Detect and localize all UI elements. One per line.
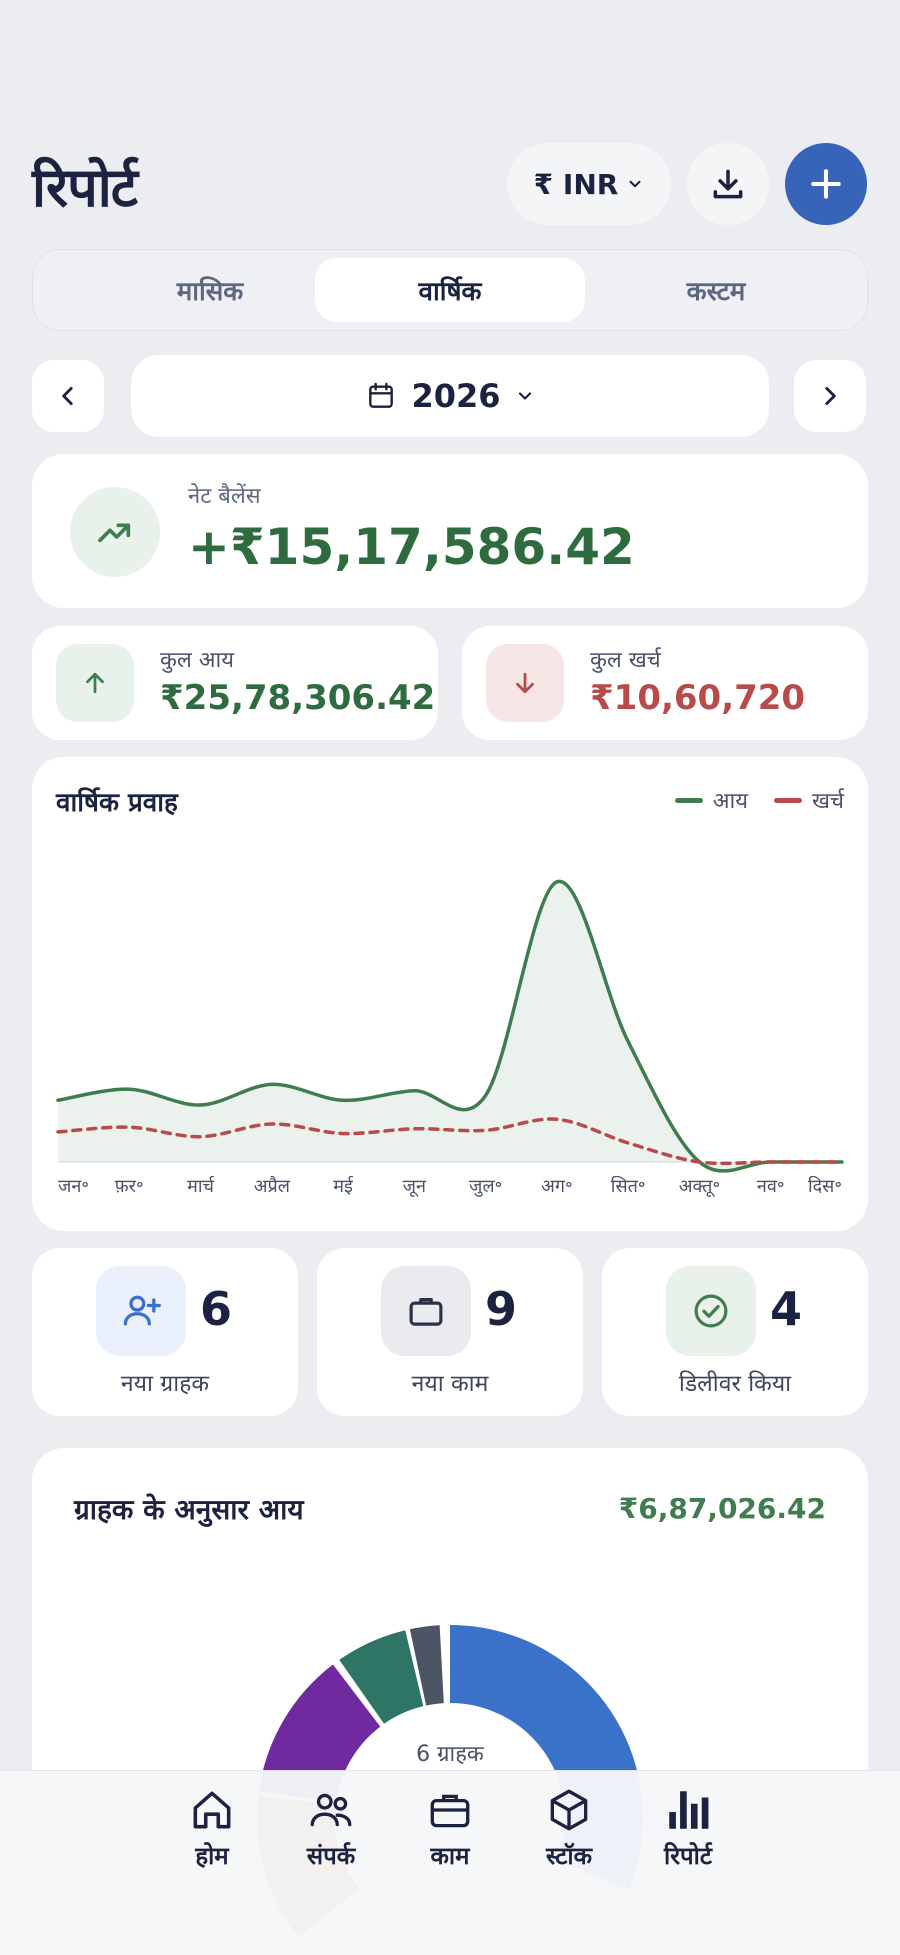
net-balance-label: नेट बैलेंस (188, 484, 261, 509)
legend-label: आय (712, 789, 749, 814)
x-tick-label: अक्तू॰ (679, 1176, 720, 1197)
x-tick-label: जून (403, 1176, 427, 1197)
donut-slice-5[interactable] (257, 1625, 643, 1955)
chevron-left-icon (55, 383, 81, 409)
expense-card: कुल खर्च ₹10,60,720 (462, 626, 868, 740)
series-expense-line (56, 1117, 844, 1166)
new-clients-label: नया ग्राहक (120, 1371, 210, 1397)
user-plus-icon (96, 1266, 186, 1356)
x-tick-label: अग॰ (541, 1176, 573, 1197)
chevron-right-icon (817, 383, 843, 409)
download-icon (709, 165, 747, 203)
chart-legend: आय खर्च (674, 785, 844, 815)
add-button[interactable] (785, 143, 867, 225)
nav-home[interactable]: होम (157, 1785, 267, 1872)
briefcase-icon (425, 1785, 475, 1835)
home-icon (187, 1785, 237, 1835)
plus-icon (807, 165, 845, 203)
new-jobs-card: 9 नया काम (317, 1248, 583, 1416)
nav-contacts[interactable]: संपर्क (276, 1785, 386, 1872)
client-income-title: ग्राहक के अनुसार आय (74, 1493, 304, 1526)
income-card: कुल आय ₹25,78,306.42 (32, 626, 438, 740)
delivered-count: 4 (770, 1282, 803, 1336)
new-jobs-count: 9 (485, 1282, 518, 1336)
legend-expense: खर्च (774, 785, 844, 815)
calendar-icon (365, 380, 397, 412)
new-clients-card: 6 नया ग्राहक (32, 1248, 298, 1416)
x-tick-label: मार्च (187, 1175, 215, 1197)
donut-center-label: 6 ग्राहक (416, 1742, 484, 1767)
x-tick-label: नव॰ (757, 1176, 785, 1197)
nav-jobs[interactable]: काम (395, 1785, 505, 1872)
box-icon (544, 1785, 594, 1835)
tab-label: मासिक (176, 277, 244, 307)
nav-stock[interactable]: स्टॉक (514, 1785, 624, 1872)
donut-slice-4[interactable] (236, 1604, 665, 1955)
x-tick-label: जुल॰ (469, 1176, 502, 1197)
download-button[interactable] (687, 143, 769, 225)
briefcase-icon (381, 1266, 471, 1356)
tab-custom[interactable]: कस्टम (581, 258, 851, 322)
nav-label: संपर्क (306, 1842, 356, 1870)
year-value: 2026 (411, 377, 501, 415)
bottom-navigation: होम संपर्क काम स्टॉक रिपोर्ट (0, 1770, 900, 1955)
check-circle-icon (666, 1266, 756, 1356)
arrow-up-icon (56, 644, 134, 722)
x-tick-label: फ़र॰ (115, 1176, 144, 1197)
tab-label: वार्षिक (418, 277, 482, 307)
nav-label: होम (195, 1842, 229, 1870)
client-income-total: ₹6,87,026.42 (618, 1492, 826, 1525)
delivered-card: 4 डिलीवर किया (602, 1248, 868, 1416)
chart-title: वार्षिक प्रवाह (56, 788, 178, 818)
expense-label: कुल खर्च (590, 648, 661, 673)
previous-period-button[interactable] (32, 360, 104, 432)
expense-value: ₹10,60,720 (590, 678, 806, 718)
tab-label: कस्टम (686, 277, 746, 307)
net-balance-card: नेट बैलेंस +₹15,17,586.42 (32, 454, 868, 608)
nav-label: काम (430, 1842, 470, 1870)
contacts-icon (306, 1785, 356, 1835)
new-clients-count: 6 (200, 1282, 233, 1336)
legend-swatch (674, 797, 703, 803)
legend-label: खर्च (812, 789, 844, 814)
series-income-area (58, 881, 842, 1171)
line-chart: जन॰ फ़र॰ मार्च अप्रैल मई जून जुल॰ अग॰ सित॰ अक्तू॰… (56, 879, 844, 1197)
currency-selector[interactable]: ₹ INR (507, 143, 671, 225)
income-label: कुल आय (160, 648, 235, 673)
currency-label: ₹ INR (533, 167, 619, 201)
nav-label: स्टॉक (545, 1842, 593, 1870)
bar-chart-icon (663, 1785, 713, 1835)
tab-yearly[interactable]: वार्षिक (315, 258, 585, 322)
delivered-label: डिलीवर किया (678, 1371, 792, 1397)
x-tick-label: अप्रैल (254, 1175, 291, 1197)
year-selector[interactable]: 2026 (131, 355, 769, 437)
legend-swatch (774, 797, 803, 803)
net-balance-value: +₹15,17,586.42 (188, 518, 635, 576)
page-title: रिपोर्ट (32, 156, 138, 219)
chevron-down-icon (626, 175, 644, 193)
arrow-down-icon (486, 644, 564, 722)
chevron-down-icon (515, 386, 535, 406)
trending-up-icon (70, 487, 160, 577)
next-period-button[interactable] (794, 360, 866, 432)
nav-reports[interactable]: रिपोर्ट (633, 1785, 743, 1872)
tab-monthly[interactable]: मासिक (75, 258, 345, 322)
x-tick-label: मई (333, 1175, 354, 1197)
legend-income: आय (674, 785, 749, 815)
new-jobs-label: नया काम (411, 1371, 489, 1397)
x-tick-label: सित॰ (611, 1175, 646, 1197)
period-tabs: मासिक वार्षिक कस्टम (32, 249, 868, 331)
nav-label: रिपोर्ट (664, 1842, 712, 1870)
x-tick-label: दिस॰ (808, 1175, 842, 1197)
annual-flow-card: वार्षिक प्रवाह आय खर्च जन॰ फ़र॰ मार्च अप्रै… (32, 757, 868, 1231)
income-value: ₹25,78,306.42 (160, 678, 436, 718)
x-tick-label: जन॰ (58, 1176, 89, 1197)
